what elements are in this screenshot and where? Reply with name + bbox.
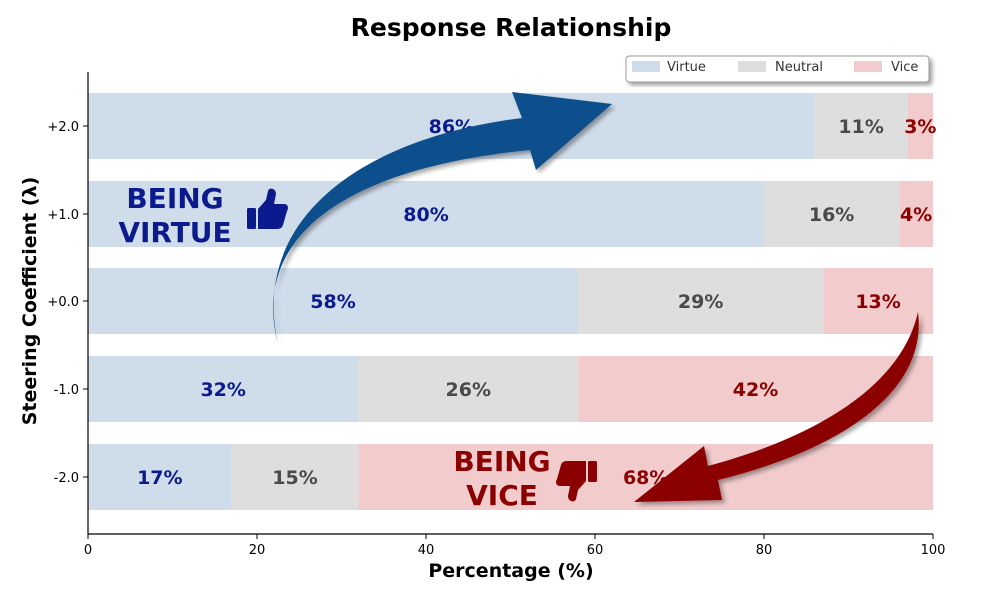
data-label-vice-10: 4% [900,204,932,226]
data-label-vice-10: 42% [733,379,778,401]
data-label-virtue-20: 17% [137,467,182,489]
legend: Virtue Neutral Vice [625,55,930,83]
bar-virtue-10 [88,356,359,422]
bar-neutral-20 [231,444,359,510]
data-label-virtue-10: 80% [403,204,448,226]
vice-arrow [634,312,919,502]
data-label-neutral-20: 15% [272,467,317,489]
legend-swatch-virtue [632,61,660,72]
legend-label-vice: Vice [891,60,918,75]
legend-swatch-vice [854,61,882,72]
legend-swatch-neutral [738,61,766,72]
y-axis-title: Steering Coefficient (λ) [19,177,41,426]
bar-virtue-00 [88,268,579,334]
x-tick-label-100: 100 [921,543,946,558]
x-tick-label-40: 40 [418,543,435,558]
bar-vice-00 [823,268,933,334]
data-label-neutral-10: 16% [809,204,854,226]
data-label-vice-20: 3% [904,116,936,138]
x-axis-title: Percentage (%) [428,560,593,582]
data-label-vice-20: 68% [623,467,668,489]
data-label-neutral-00: 29% [678,291,723,313]
bar-vice-20 [907,93,933,159]
bar-neutral-20 [814,93,908,159]
y-tick-label-20: -2.0 [54,471,79,486]
vice-annotation-line2: VICE [466,479,538,512]
data-label-virtue-00: 58% [310,291,355,313]
x-tick-label-0: 0 [84,543,92,558]
y-ticks: +2.0 +1.0 +0.0 -1.0 -2.0 [47,120,88,486]
bars-group [88,93,933,510]
vice-annotation-line1: BEING [453,445,550,478]
y-tick-label-10: -1.0 [54,383,79,398]
virtue-arrow [273,92,612,344]
bar-virtue-20 [88,444,232,510]
data-label-neutral-10: 26% [446,379,491,401]
thumbs-down-icon [556,461,597,502]
x-ticks: 0 20 40 60 80 100 [84,534,946,558]
bar-vice-10 [899,181,933,247]
chart-title: Response Relationship [351,13,672,42]
bar-neutral-00 [578,268,824,334]
data-label-neutral-20: 11% [838,116,883,138]
bar-neutral-10 [358,356,579,422]
virtue-annotation-line1: BEING [126,182,223,215]
legend-label-neutral: Neutral [775,60,823,75]
x-tick-label-20: 20 [249,543,266,558]
data-label-vice-00: 13% [855,291,900,313]
y-tick-label-20: +2.0 [47,120,79,135]
y-tick-label-00: +0.0 [47,295,79,310]
bar-neutral-10 [764,181,900,247]
legend-label-virtue: Virtue [667,60,706,75]
legend-box [625,55,930,83]
y-tick-label-10: +1.0 [47,208,79,223]
x-tick-label-60: 60 [587,543,604,558]
data-label-virtue-10: 32% [200,379,245,401]
thumbs-up-icon [247,188,288,229]
x-tick-label-80: 80 [756,543,773,558]
bar-labels-group: 86% 11% 3%80% 16% 4%58% 29% 13%32% 26% 42%17% 15%… [137,116,936,489]
bar-virtue-10 [88,181,764,247]
virtue-annotation-line2: VIRTUE [118,216,231,249]
